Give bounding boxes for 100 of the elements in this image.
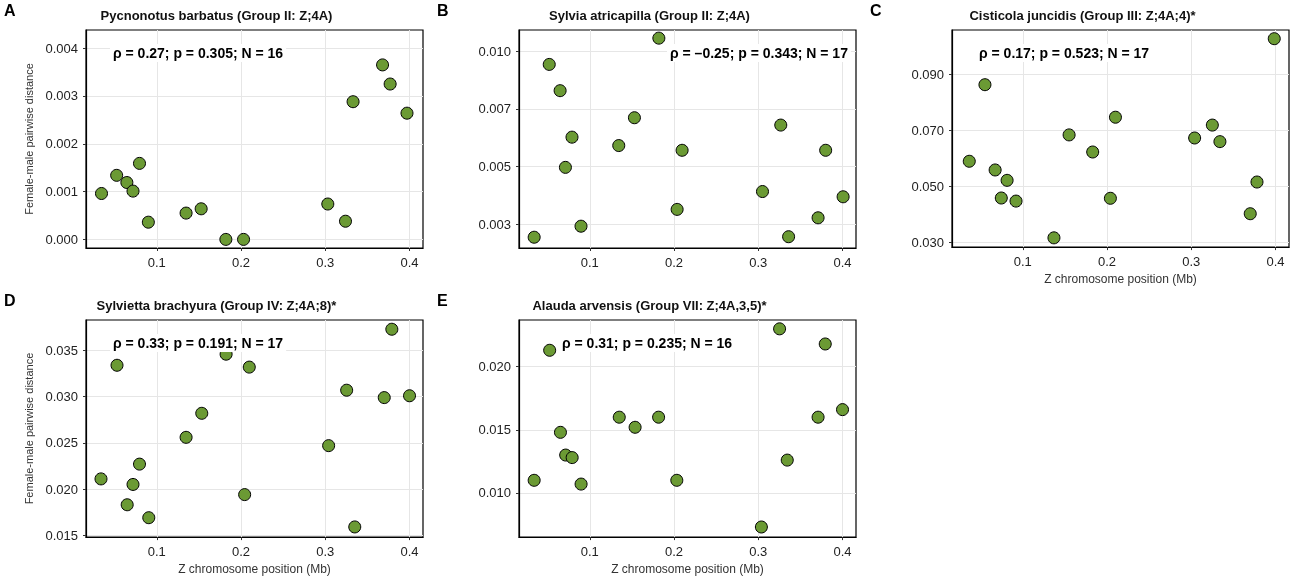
point — [133, 156, 146, 170]
point — [811, 211, 825, 225]
point — [403, 389, 417, 403]
point — [988, 163, 1002, 177]
x-tick-label: 0.4 — [400, 544, 419, 560]
y-tick-label: 0.005 — [478, 159, 511, 175]
x-tick-label: 0.3 — [749, 544, 768, 560]
y-axis-title: Female-male pairwise distance — [22, 63, 35, 215]
y-tick-label: 0.030 — [45, 389, 78, 405]
x-tick-label: 0.1 — [580, 255, 599, 270]
point — [553, 425, 567, 439]
point — [543, 343, 557, 357]
point — [627, 111, 641, 125]
y-axis-title: Female-male pairwise distance — [22, 352, 35, 505]
y-tick-label: 0.010 — [478, 43, 511, 59]
point — [818, 337, 832, 351]
x-tick-label: 0.3 — [316, 544, 335, 560]
y-tick-label: 0.002 — [45, 136, 78, 152]
point — [110, 168, 124, 182]
chart-title: Sylvia atricapilla (Group II: Z;4A) — [549, 8, 750, 23]
point — [339, 214, 352, 228]
point — [780, 453, 794, 467]
x-tick-label: 0.1 — [147, 255, 166, 270]
point — [994, 191, 1008, 205]
point — [376, 58, 390, 72]
y-tick-label: 0.050 — [911, 179, 944, 195]
point — [670, 202, 684, 216]
point — [574, 219, 588, 233]
chart-title: Pycnonotus barbatus (Group II: Z;4A) — [100, 8, 333, 23]
x-tick-label: 0.3 — [749, 255, 768, 270]
point — [1086, 145, 1100, 159]
point — [558, 160, 572, 174]
point — [1047, 231, 1061, 245]
point — [542, 57, 556, 71]
point — [811, 410, 825, 424]
point — [348, 520, 362, 534]
y-tick-label: 0.001 — [45, 184, 78, 200]
point — [565, 130, 579, 144]
point — [194, 202, 208, 216]
point — [1267, 32, 1281, 46]
point — [346, 95, 360, 109]
point — [836, 190, 850, 204]
x-tick-label: 0.2 — [231, 544, 251, 560]
x-tick-label: 0.2 — [664, 544, 684, 560]
point — [527, 230, 541, 244]
point — [652, 31, 666, 45]
point — [819, 143, 833, 157]
x-tick-label: 0.1 — [1013, 254, 1032, 270]
point — [754, 520, 768, 534]
point — [126, 477, 140, 491]
y-tick-label: 0.004 — [45, 40, 78, 56]
point — [1108, 110, 1122, 124]
point — [400, 106, 414, 120]
point — [1009, 194, 1023, 208]
y-tick-label: 0.025 — [45, 435, 78, 451]
annotation: ρ = 0.33; p = 0.191; N = 17 — [113, 335, 284, 351]
annotation: ρ = –0.25; p = 0.343; N = 17 — [670, 45, 849, 61]
point — [1062, 128, 1076, 142]
point — [322, 439, 336, 453]
y-tick-label: 0.000 — [45, 231, 78, 247]
chart-title: Alauda arvensis (Group VII: Z;4A,3,5)* — [532, 298, 768, 313]
y-tick-label: 0.003 — [45, 88, 78, 104]
x-axis-title: Z chromosome position (Mb) — [178, 562, 331, 576]
y-tick-label: 0.090 — [911, 66, 944, 82]
text: C — [870, 1, 882, 19]
y-tick-label: 0.015 — [478, 422, 511, 438]
annotation: ρ = 0.27; p = 0.305; N = 16 — [113, 45, 284, 61]
x-axis-title: Z chromosome position (Mb) — [1044, 272, 1197, 286]
chart-title: Cisticola juncidis (Group III: Z;4A;4)* — [969, 8, 1197, 23]
point — [773, 322, 787, 336]
point — [1188, 131, 1202, 145]
x-tick-label: 0.1 — [147, 544, 166, 560]
point — [1243, 207, 1257, 221]
point — [110, 358, 124, 372]
x-tick-label: 0.3 — [316, 255, 335, 270]
point — [978, 78, 992, 92]
y-tick-label: 0.030 — [911, 235, 944, 251]
point — [782, 230, 796, 244]
point — [321, 197, 335, 211]
x-tick-label: 0.4 — [400, 255, 419, 270]
point — [126, 184, 140, 198]
text: E — [437, 291, 448, 309]
point — [120, 498, 134, 512]
x-tick-label: 0.4 — [833, 544, 852, 560]
point — [1000, 173, 1014, 187]
point — [237, 232, 251, 246]
y-tick-label: 0.035 — [45, 342, 78, 358]
point — [383, 77, 397, 91]
point — [242, 360, 256, 374]
text: B — [437, 1, 449, 19]
y-tick-label: 0.010 — [478, 485, 511, 501]
point — [670, 473, 684, 487]
x-tick-label: 0.3 — [1182, 254, 1201, 270]
point — [133, 457, 146, 471]
point — [652, 410, 666, 424]
point — [574, 477, 588, 491]
point — [1205, 118, 1219, 132]
point — [527, 473, 541, 487]
point — [962, 154, 976, 168]
point — [142, 511, 156, 525]
